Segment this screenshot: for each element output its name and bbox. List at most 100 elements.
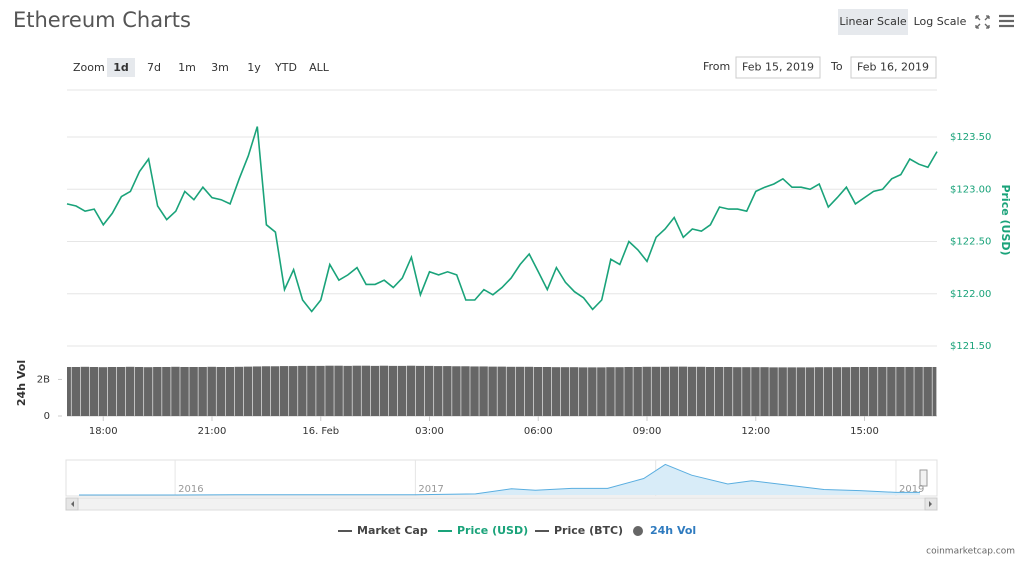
volume-bar: [189, 366, 198, 416]
x-tick-label: 21:00: [198, 426, 227, 437]
volume-bar: [850, 366, 860, 416]
legend-item[interactable]: Price (BTC): [554, 524, 623, 537]
volume-bar: [878, 366, 887, 416]
volume-bar: [334, 365, 343, 416]
page-title: Ethereum Charts: [13, 8, 191, 32]
x-tick-label: 18:00: [89, 426, 118, 437]
volume-bar: [316, 365, 325, 416]
zoom-button[interactable]: 1m: [178, 61, 196, 74]
to-input[interactable]: [850, 56, 937, 79]
from-input[interactable]: [735, 56, 821, 79]
volume-bar: [180, 366, 189, 416]
navigator-handle[interactable]: [919, 469, 928, 487]
legend-item[interactable]: 24h Vol: [650, 524, 696, 537]
volume-bar: [914, 366, 923, 416]
volume-bar: [905, 366, 914, 416]
volume-bar: [742, 367, 751, 416]
from-date[interactable]: Feb 15, 2019: [742, 61, 814, 74]
volume-bar: [307, 365, 316, 416]
volume-bar: [588, 367, 597, 416]
navigator-frame: [65, 459, 938, 497]
volume-bar: [796, 367, 805, 416]
scale-button[interactable]: Log Scale: [914, 15, 967, 28]
volume-bar: [787, 367, 796, 416]
zoom-button[interactable]: 1d: [113, 61, 129, 74]
volume-bar: [651, 366, 660, 416]
zoom-button[interactable]: 3m: [211, 61, 229, 74]
volume-bar: [67, 366, 71, 416]
x-tick-label: 06:00: [524, 426, 553, 437]
volume-bar: [325, 365, 334, 416]
volume-bar: [234, 366, 244, 416]
volume-bar: [923, 366, 932, 416]
volume-bar: [569, 367, 579, 416]
volume-bar: [207, 366, 216, 416]
y2-tick-label: 2B: [37, 374, 50, 385]
volume-bar: [896, 366, 905, 416]
volume-bar: [551, 367, 561, 416]
volume-bar: [116, 366, 126, 416]
navigator-label: 2019: [899, 484, 924, 495]
volume-bar: [769, 367, 778, 416]
volume-bar: [814, 367, 824, 416]
volume-bar: [606, 367, 615, 416]
volume-bar: [579, 367, 588, 416]
volume-bar: [778, 367, 787, 416]
zoom-button[interactable]: ALL: [309, 61, 330, 74]
y-tick-label: $122.50: [950, 237, 991, 248]
volume-bar: [289, 366, 298, 416]
legend-item[interactable]: Price (USD): [457, 524, 528, 537]
volume-bar: [805, 367, 815, 416]
volume-bar: [434, 366, 443, 416]
volume-bar: [724, 366, 733, 416]
volume-bar: [506, 366, 515, 416]
volume-bar: [298, 365, 307, 416]
volume-bar: [71, 366, 80, 416]
y2-axis-title: 24h Vol: [15, 360, 28, 406]
y2-tick-label: 0: [44, 411, 50, 422]
volume-bar: [252, 366, 262, 416]
fullscreen-icon[interactable]: [975, 15, 990, 29]
menu-icon[interactable]: [999, 14, 1014, 28]
navigator-label: 2016: [178, 484, 203, 495]
to-date[interactable]: Feb 16, 2019: [857, 61, 929, 74]
navigator-label: 2017: [418, 484, 443, 495]
scale-button[interactable]: Linear Scale: [839, 15, 907, 28]
volume-bar: [443, 366, 452, 416]
volume-bar: [270, 366, 280, 416]
navigator-line: [79, 463, 920, 496]
volume-bar: [841, 367, 851, 416]
volume-bar: [660, 366, 670, 416]
zoom-button-bg[interactable]: [107, 58, 135, 77]
zoom-button[interactable]: YTD: [274, 61, 297, 74]
volume-bar: [279, 366, 289, 416]
zoom-button[interactable]: 1y: [247, 61, 261, 74]
legend-symbol[interactable]: [633, 526, 643, 536]
volume-bar: [687, 366, 697, 416]
y-tick-label: $123.00: [950, 184, 991, 195]
scale-button-bg[interactable]: [838, 9, 908, 35]
volume-bar: [751, 367, 760, 416]
volume-bar: [225, 366, 235, 416]
volume-bar: [388, 365, 398, 416]
volume-bar: [633, 366, 642, 416]
volume-bar: [533, 366, 543, 416]
volume-bar: [470, 366, 479, 416]
zoom-button[interactable]: 7d: [147, 61, 161, 74]
volume-bar: [452, 366, 461, 416]
volume-bar: [352, 365, 361, 416]
volume-bar: [89, 366, 99, 416]
volume-bar: [98, 367, 108, 416]
volume-bar: [615, 367, 624, 416]
volume-bar: [415, 365, 425, 416]
volume-bar: [696, 366, 706, 416]
volume-bar: [406, 365, 416, 416]
from-label: From: [703, 60, 730, 73]
scrollbar-track[interactable]: [65, 497, 938, 511]
volume-bar: [705, 366, 715, 416]
y-tick-label: $121.50: [950, 341, 991, 352]
price-line: [66, 126, 938, 313]
volume-bar: [198, 366, 207, 416]
to-label: To: [830, 60, 843, 73]
legend-item[interactable]: Market Cap: [357, 524, 428, 537]
